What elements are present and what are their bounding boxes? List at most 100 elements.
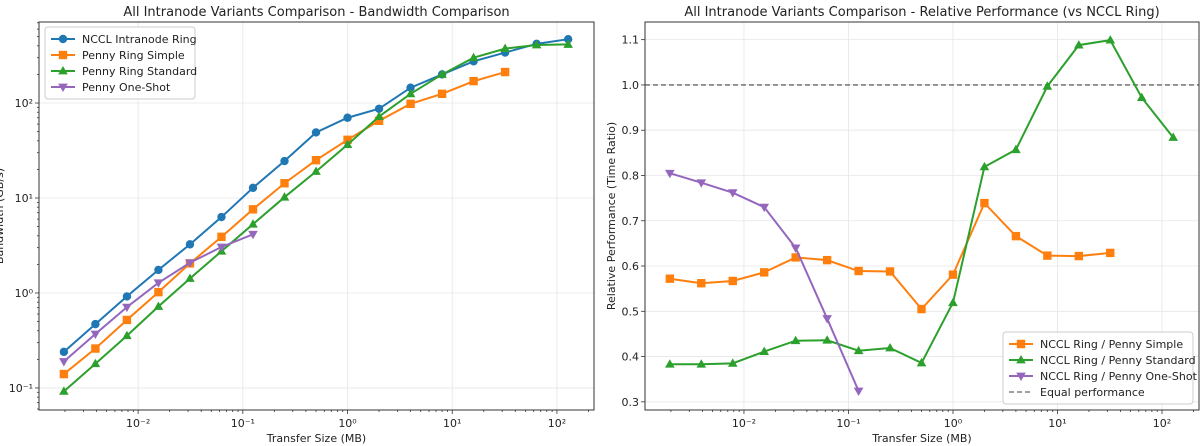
data-point <box>1168 132 1178 141</box>
data-point <box>665 359 675 368</box>
data-point <box>563 34 573 44</box>
data-point <box>727 358 738 367</box>
data-point <box>185 273 195 282</box>
y-tick-label: 10⁰ <box>15 287 34 300</box>
data-point <box>280 179 289 188</box>
x-tick-label: 10⁰ <box>338 417 357 430</box>
legend-entry: NCCL Ring / Penny Standard <box>1009 354 1196 367</box>
legend-label: NCCL Intranode Ring <box>82 33 197 46</box>
x-tick-label: 10² <box>1153 417 1171 430</box>
legend: NCCL Intranode Ring Penny Ring Simple Penn… <box>44 26 197 100</box>
y-tick-label: 1.0 <box>622 79 640 92</box>
data-point <box>980 198 989 208</box>
chart-title: All Intranode Variants Comparison - Band… <box>123 5 509 20</box>
series-triangle-up <box>59 39 573 395</box>
series-line <box>63 71 506 375</box>
data-point <box>1105 35 1116 44</box>
data-point <box>948 270 958 279</box>
chart-title: All Intranode Variants Comparison - Rela… <box>684 5 1159 20</box>
data-point <box>697 279 706 288</box>
data-point <box>59 369 69 379</box>
data-point <box>154 265 163 275</box>
data-point <box>374 116 384 125</box>
legend: NCCL Ring / Penny Simple NCCL Ring / Penn… <box>1002 331 1198 405</box>
data-point <box>665 274 675 283</box>
data-point <box>822 335 832 344</box>
legend-label: NCCL Ring / Penny Standard <box>1040 354 1196 367</box>
data-point <box>91 319 100 329</box>
data-point <box>154 287 163 297</box>
y-tick-label: 1.1 <box>622 34 640 47</box>
legend-label: NCCL Ring / Penny One-Shot <box>1040 370 1198 383</box>
legend-label: Equal performance <box>1040 386 1145 399</box>
data-point <box>122 330 132 340</box>
y-axis-label: Bandwidth (GB/s) <box>0 168 6 264</box>
data-point <box>185 259 195 268</box>
series-line <box>669 39 1174 366</box>
y-tick-label: 0.4 <box>622 351 640 364</box>
data-point <box>917 304 926 314</box>
data-point <box>343 113 352 122</box>
data-point <box>59 358 69 367</box>
data-point <box>90 358 101 368</box>
legend-entry: Equal performance <box>1009 386 1145 399</box>
data-point <box>853 387 864 396</box>
legend-entry: NCCL Intranode Ring <box>51 33 197 46</box>
series-triangle-down <box>665 169 864 396</box>
axes-frame <box>38 21 595 411</box>
y-tick-label: 10² <box>15 97 33 110</box>
data-point <box>759 203 770 213</box>
data-point <box>1043 251 1052 260</box>
y-tick-label: 0.8 <box>622 169 640 182</box>
data-point <box>405 88 416 98</box>
legend-marker <box>1016 339 1026 349</box>
legend-marker <box>58 83 68 92</box>
x-tick-label: 10⁻² <box>732 417 756 430</box>
data-point <box>727 189 738 198</box>
y-tick-label: 0.7 <box>622 215 640 228</box>
x-tick-label: 10¹ <box>443 417 461 430</box>
chart-1: All Intranode Variants Comparison - Rela… <box>605 5 1200 445</box>
data-point <box>1042 81 1053 90</box>
data-point <box>90 330 101 339</box>
data-point <box>185 240 195 249</box>
data-point <box>500 67 510 77</box>
data-point <box>979 161 990 171</box>
data-point <box>948 297 958 307</box>
x-tick-label: 10⁰ <box>944 417 963 430</box>
y-tick-label: 0.9 <box>622 124 640 137</box>
data-point <box>791 253 800 262</box>
data-point <box>468 52 479 62</box>
data-point <box>248 219 258 228</box>
data-point <box>822 255 832 265</box>
y-axis-label: Relative Performance (Time Ratio) <box>605 122 618 310</box>
data-point <box>1074 40 1084 49</box>
data-point <box>853 345 864 355</box>
data-point <box>437 89 447 99</box>
y-tick-label: 10¹ <box>15 192 33 205</box>
data-point <box>59 347 69 357</box>
legend-marker <box>58 66 68 75</box>
legend-marker <box>58 50 68 60</box>
legend-label: NCCL Ring / Penny Simple <box>1040 338 1183 351</box>
data-point <box>311 156 321 165</box>
legend-label: Penny One-Shot <box>82 81 171 94</box>
data-point <box>1011 231 1021 241</box>
legend-label: Penny Ring Standard <box>82 65 197 78</box>
x-axis-label: Transfer Size (MB) <box>266 432 366 445</box>
data-point <box>916 357 927 367</box>
data-point <box>122 303 132 313</box>
y-tick-label: 0.6 <box>622 260 640 273</box>
axes-frame <box>644 21 1200 411</box>
legend-entry: NCCL Ring / Penny Simple <box>1009 338 1183 351</box>
data-point <box>248 183 258 193</box>
data-point <box>759 346 770 355</box>
data-point <box>248 205 258 214</box>
data-point <box>1106 248 1115 258</box>
data-point <box>311 128 321 137</box>
data-point <box>500 43 510 53</box>
legend-marker <box>1016 372 1026 381</box>
x-axis-label: Transfer Size (MB) <box>871 432 971 445</box>
data-point <box>728 276 737 286</box>
